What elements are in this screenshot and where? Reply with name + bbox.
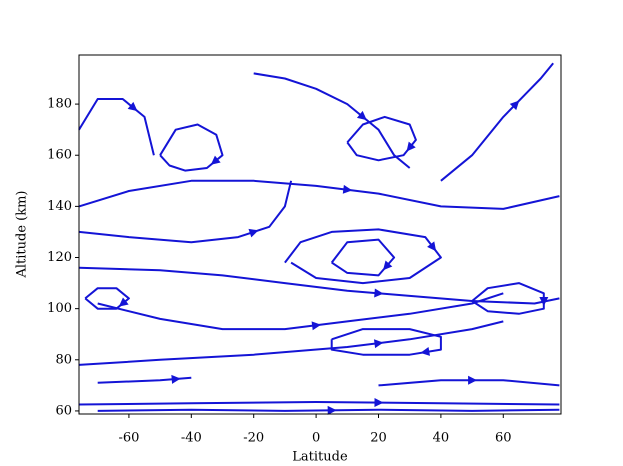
- streamline: [330, 328, 442, 356]
- x-tick-label: 20: [370, 431, 387, 446]
- streamline: [84, 287, 130, 310]
- x-tick-label: -20: [243, 431, 264, 446]
- streamline: [346, 115, 417, 162]
- streamline: [253, 72, 411, 169]
- arrow: [356, 110, 367, 121]
- arrow: [383, 260, 393, 271]
- y-tick-label: 160: [47, 148, 72, 163]
- arrow: [118, 297, 129, 307]
- arrow: [311, 321, 322, 331]
- x-axis-label: Latitude: [292, 450, 348, 465]
- arrow: [509, 100, 520, 111]
- x-tick-label: 60: [495, 431, 512, 446]
- arrow: [210, 155, 221, 165]
- arrow: [427, 241, 437, 252]
- x-tick-label: 0: [312, 431, 320, 446]
- plot-frame: [78, 54, 562, 415]
- y-tick-label: 120: [47, 250, 72, 265]
- streamline: [97, 376, 192, 384]
- arrow: [374, 398, 384, 408]
- arrow: [171, 374, 181, 384]
- streamline: [78, 98, 155, 156]
- x-tick-label: -60: [118, 431, 139, 446]
- arrow: [539, 297, 549, 306]
- x-tick-label: -40: [181, 431, 202, 446]
- streamline: [330, 238, 396, 277]
- y-tick-label: 140: [47, 199, 72, 214]
- arrow: [342, 184, 353, 194]
- arrow: [248, 228, 259, 238]
- y-tick-label: 60: [55, 403, 72, 418]
- streamline: [78, 180, 293, 244]
- arrow: [127, 101, 138, 112]
- streamline: [78, 266, 560, 305]
- arrow: [406, 141, 416, 152]
- x-tick-label: 40: [433, 431, 450, 446]
- arrow: [468, 375, 478, 385]
- arrow: [374, 288, 384, 298]
- arrow: [373, 339, 384, 349]
- arrow: [420, 347, 430, 356]
- streamline: [78, 320, 504, 366]
- streamline: [440, 62, 554, 182]
- streamline: [78, 179, 560, 210]
- arrow: [327, 405, 337, 415]
- y-tick-label: 80: [55, 352, 72, 367]
- y-tick-label: 180: [47, 97, 72, 112]
- streamline: [159, 123, 224, 172]
- streamline: [471, 282, 545, 315]
- y-tick-label: 100: [47, 301, 72, 316]
- y-axis-label: Altitude (km): [15, 190, 30, 278]
- streamline: [78, 401, 560, 406]
